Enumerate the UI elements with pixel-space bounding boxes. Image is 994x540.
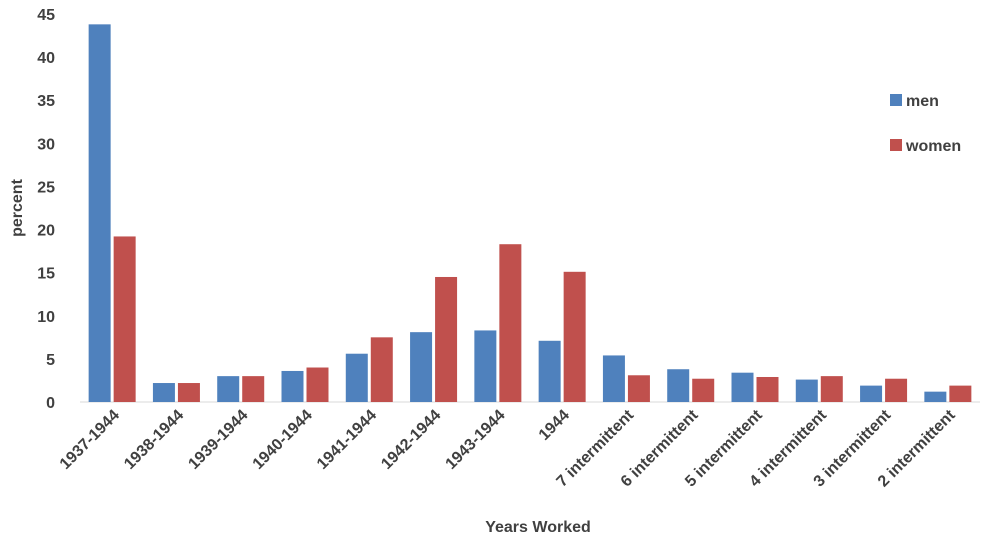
- x-axis-title: Years Worked: [485, 519, 591, 536]
- legend-label-men: men: [906, 93, 939, 110]
- bar-men: [924, 391, 947, 402]
- y-tick-label: 10: [37, 309, 55, 326]
- y-tick-label: 5: [46, 352, 55, 369]
- bar-women: [885, 378, 908, 402]
- y-axis-ticks: 0 5 10 15 20 25 30 35 40 45: [37, 7, 55, 412]
- bars: [88, 24, 972, 402]
- bar-women: [756, 376, 779, 402]
- x-tick-label: 1943-1944: [443, 407, 509, 473]
- legend-swatch-men: [890, 94, 902, 106]
- legend-swatch-women: [890, 139, 902, 151]
- bar-women: [435, 276, 458, 402]
- y-axis-title: percent: [9, 178, 26, 236]
- y-tick-label: 20: [37, 223, 55, 240]
- bar-men: [88, 24, 111, 402]
- y-tick-label: 0: [46, 395, 55, 412]
- bar-men: [538, 340, 561, 402]
- bar-women: [113, 236, 136, 402]
- y-tick-label: 35: [37, 93, 55, 110]
- y-tick-label: 45: [37, 7, 55, 24]
- bar-men: [795, 379, 818, 402]
- bar-women: [370, 337, 393, 402]
- bar-women: [242, 376, 265, 402]
- bar-men: [217, 376, 240, 402]
- bar-women: [177, 383, 200, 402]
- y-tick-label: 25: [37, 179, 55, 196]
- x-tick-label: 1944: [536, 407, 573, 444]
- bar-women: [692, 378, 715, 402]
- bar-men: [345, 353, 368, 402]
- bar-men: [281, 370, 304, 402]
- x-axis-ticks: 1937-19441938-19441939-19441940-19441941…: [57, 406, 959, 490]
- bar-men: [410, 332, 433, 402]
- legend-label-women: women: [905, 138, 961, 155]
- bar-women: [627, 375, 650, 402]
- y-tick-label: 40: [37, 50, 55, 67]
- bar-women: [306, 367, 329, 402]
- bar-men: [474, 330, 497, 402]
- x-tick-label: 1942-1944: [378, 407, 444, 473]
- bar-men: [667, 369, 690, 402]
- bar-men: [152, 383, 175, 402]
- bar-men: [602, 355, 625, 402]
- y-tick-label: 15: [37, 266, 55, 283]
- bar-women: [949, 385, 972, 402]
- legend: men women: [890, 93, 961, 155]
- bar-men: [731, 372, 754, 402]
- x-tick-label: 1938-1944: [121, 407, 187, 473]
- bar-men: [860, 385, 883, 402]
- y-tick-label: 30: [37, 136, 55, 153]
- x-tick-label: 1939-1944: [185, 407, 251, 473]
- bar-women: [499, 244, 522, 402]
- x-tick-label: 1937-1944: [57, 407, 123, 473]
- x-tick-label: 1940-1944: [250, 407, 316, 473]
- x-tick-label: 1941-1944: [314, 407, 380, 473]
- bar-women: [563, 271, 586, 402]
- bar-women: [820, 376, 843, 402]
